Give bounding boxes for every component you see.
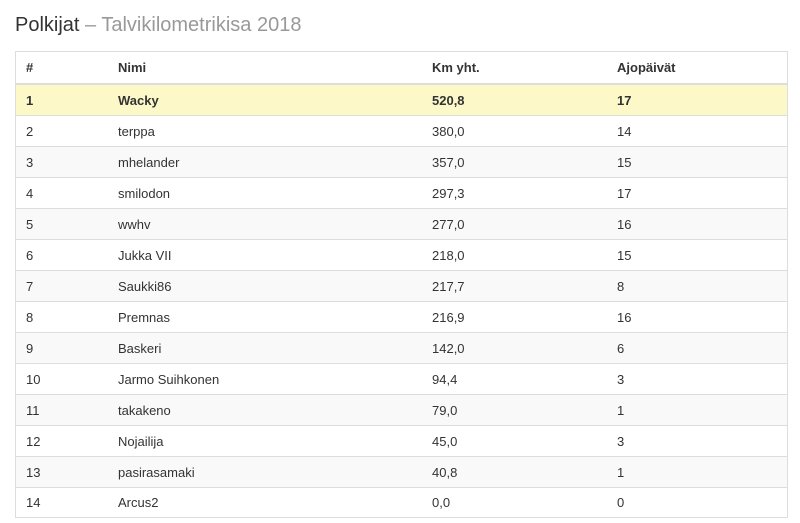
cell-name: Baskeri [108,332,422,364]
cell-days: 6 [607,332,787,364]
table-row: 14 Arcus2 0,0 0 [16,487,787,517]
column-header-days: Ajopäivät [607,52,787,85]
cell-rank: 14 [16,487,108,517]
table-row: 11 takakeno 79,0 1 [16,394,787,426]
page-title-separator: – [79,14,102,36]
cell-km: 380,0 [422,115,607,147]
cell-days: 16 [607,208,787,240]
cell-rank: 10 [16,363,108,395]
cell-name: Jukka VII [108,239,422,271]
cell-rank: 1 [16,84,108,116]
table-row: 13 pasirasamaki 40,8 1 [16,456,787,488]
cell-name: mhelander [108,146,422,178]
page-title-subtitle: Talvikilometrikisa 2018 [101,14,302,36]
table-row: 2 terppa 380,0 14 [16,115,787,147]
cell-km: 79,0 [422,394,607,426]
column-header-rank: # [16,52,108,85]
page-title: Polkijat – Talvikilometrikisa 2018 [15,11,301,39]
column-header-km: Km yht. [422,52,607,85]
cell-km: 357,0 [422,146,607,178]
column-header-name: Nimi [108,52,422,85]
cell-name: pasirasamaki [108,456,422,488]
cell-days: 15 [607,239,787,271]
cell-km: 142,0 [422,332,607,364]
table-row: 3 mhelander 357,0 15 [16,146,787,178]
table-row: 10 Jarmo Suihkonen 94,4 3 [16,363,787,395]
cell-days: 15 [607,146,787,178]
cell-name: terppa [108,115,422,147]
cell-rank: 3 [16,146,108,178]
cell-rank: 2 [16,115,108,147]
table-header: # Nimi Km yht. Ajopäivät [16,52,787,85]
cell-rank: 5 [16,208,108,240]
cell-rank: 12 [16,425,108,457]
cell-days: 16 [607,301,787,333]
cell-km: 94,4 [422,363,607,395]
cell-days: 14 [607,115,787,147]
table-row: 9 Baskeri 142,0 6 [16,332,787,364]
cell-name: Jarmo Suihkonen [108,363,422,395]
cell-name: Nojailija [108,425,422,457]
cell-rank: 7 [16,270,108,302]
cell-km: 0,0 [422,487,607,517]
cell-km: 217,7 [422,270,607,302]
cell-name: smilodon [108,177,422,209]
cell-km: 45,0 [422,425,607,457]
cell-days: 3 [607,425,787,457]
cell-name: Premnas [108,301,422,333]
leaderboard-table: # Nimi Km yht. Ajopäivät 1 Wacky 520,8 17 2 t… [16,52,787,517]
cell-days: 17 [607,84,787,116]
cell-rank: 9 [16,332,108,364]
cell-km: 216,9 [422,301,607,333]
cell-name: takakeno [108,394,422,426]
cell-days: 1 [607,394,787,426]
cell-rank: 11 [16,394,108,426]
cell-km: 277,0 [422,208,607,240]
table-body: 1 Wacky 520,8 17 2 terppa 380,0 14 3 mhelander 357… [16,84,787,517]
cell-name: Wacky [108,84,422,116]
cell-days: 8 [607,270,787,302]
cell-rank: 8 [16,301,108,333]
table-row: 7 Saukki86 217,7 8 [16,270,787,302]
table-row: 6 Jukka VII 218,0 15 [16,239,787,271]
table-row: 12 Nojailija 45,0 3 [16,425,787,457]
cell-km: 40,8 [422,456,607,488]
cell-rank: 13 [16,456,108,488]
cell-km: 520,8 [422,84,607,116]
table-row: 1 Wacky 520,8 17 [16,84,787,116]
cell-km: 218,0 [422,239,607,271]
cell-rank: 4 [16,177,108,209]
cell-km: 297,3 [422,177,607,209]
header-row: # Nimi Km yht. Ajopäivät [16,52,787,85]
page-title-main: Polkijat [15,14,80,36]
cell-name: Saukki86 [108,270,422,302]
cell-days: 1 [607,456,787,488]
leaderboard-table-container: # Nimi Km yht. Ajopäivät 1 Wacky 520,8 17 2 t… [15,51,788,518]
cell-rank: 6 [16,239,108,271]
table-row: 5 wwhv 277,0 16 [16,208,787,240]
cell-days: 0 [607,487,787,517]
cell-name: Arcus2 [108,487,422,517]
cell-name: wwhv [108,208,422,240]
cell-days: 17 [607,177,787,209]
table-row: 8 Premnas 216,9 16 [16,301,787,333]
table-row: 4 smilodon 297,3 17 [16,177,787,209]
cell-days: 3 [607,363,787,395]
